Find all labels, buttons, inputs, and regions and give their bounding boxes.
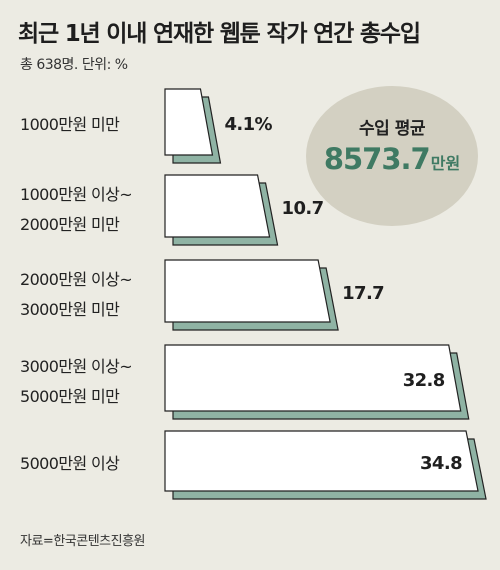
value-label: 10.7: [282, 198, 324, 219]
chart-subtitle: 총 638명. 단위: %: [20, 57, 128, 73]
value-label: 17.7: [342, 283, 384, 304]
value-label: 32.8: [403, 370, 445, 391]
bar: [164, 174, 271, 238]
average-value-wrap: 8573.7만원: [306, 142, 478, 176]
average-label: 수입 평균: [359, 119, 425, 139]
bar: [164, 344, 462, 412]
bar: [164, 88, 214, 156]
category-label: 3000만원 미만: [20, 300, 120, 319]
category-label: 1000만원 이상~: [20, 185, 132, 204]
value-label: 4.1%: [224, 114, 272, 135]
source-note: 자료=한국콘텐츠진흥원: [20, 534, 146, 549]
category-label: 3000만원 이상~: [20, 357, 132, 376]
category-label: 5000만원 미만: [20, 387, 120, 406]
average-unit: 만원: [430, 154, 461, 173]
category-label: 2000만원 미만: [20, 215, 120, 234]
chart-title: 최근 1년 이내 연재한 웹툰 작가 연간 총수입: [18, 21, 421, 47]
bar: [164, 430, 479, 492]
average-value: 8573.7: [323, 142, 431, 176]
value-label: 34.8: [420, 453, 462, 474]
average-badge: 수입 평균 8573.7만원: [306, 86, 478, 226]
category-label: 1000만원 미만: [20, 115, 120, 134]
category-label: 2000만원 이상~: [20, 270, 132, 289]
category-label: 5000만원 이상: [20, 454, 120, 473]
bar: [164, 259, 331, 323]
